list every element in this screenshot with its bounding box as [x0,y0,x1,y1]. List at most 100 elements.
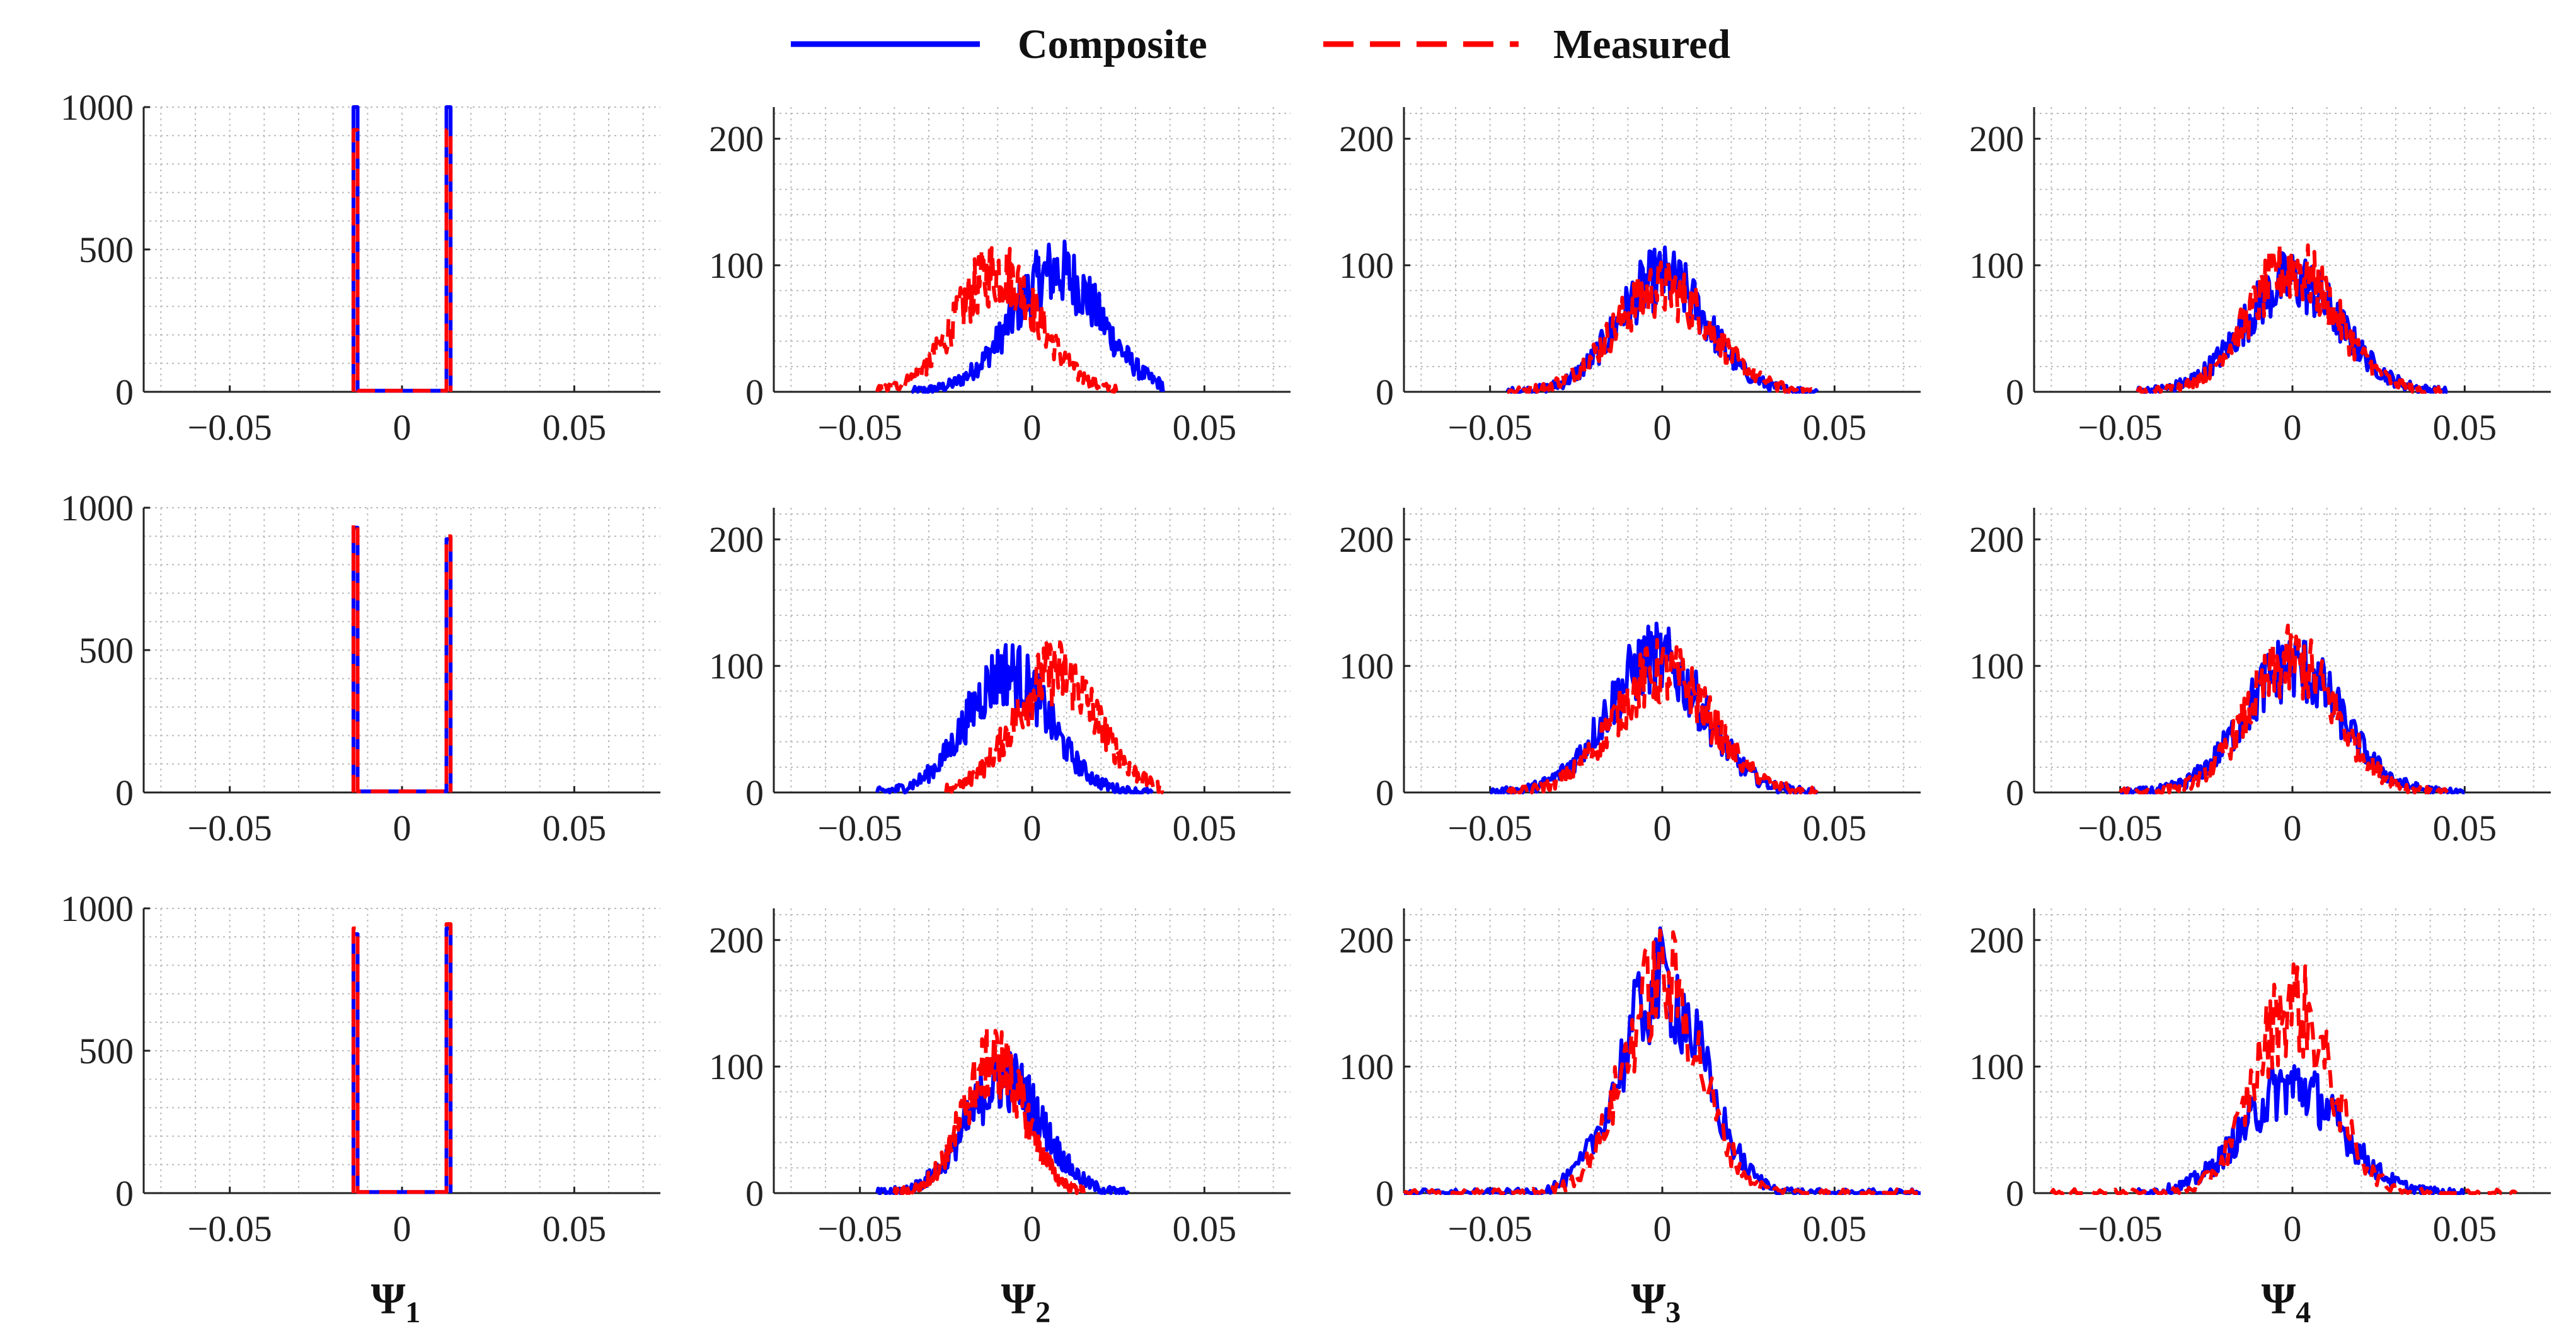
x-axis-label-psi3: Ψ3 [1631,1275,1681,1329]
y-tick-label: 200 [1339,920,1394,961]
y-tick-label: 0 [115,772,134,813]
x-tick-label: 0 [2284,1208,2302,1249]
minor-grid [144,908,660,1193]
x-tick-label: −0.05 [2078,1208,2163,1249]
x-tick-label: −0.05 [2078,407,2163,448]
series-measured [944,640,1164,794]
series-measured [1507,259,1819,394]
series-composite [875,643,1154,794]
x-axis-label-psi4: Ψ4 [2262,1275,2311,1329]
minor-grid [2034,908,2551,1193]
x-tick-label: −0.05 [1448,808,1532,849]
x-tick-label: −0.05 [188,407,272,448]
series-composite [875,1051,1130,1195]
legend-label-composite: Composite [1018,21,1207,67]
x-tick-label: 0 [1653,1208,1672,1249]
x-tick-label: 0.05 [1173,808,1237,849]
x-tick-label: −0.05 [188,1208,272,1249]
minor-grid [144,507,660,792]
x-axis-labels-layer: Ψ1 Ψ2 Ψ3 Ψ4 [371,1275,2311,1329]
series-composite [1489,621,1818,794]
legend-label-measured: Measured [1553,21,1730,67]
minor-grid [144,106,660,392]
x-tick-label: 0.05 [2433,407,2497,448]
y-tick-label: 0 [1376,1173,1394,1214]
y-tick-label: 200 [1339,519,1394,560]
x-axis-label-psi2: Ψ2 [1001,1275,1051,1329]
x-tick-label: −0.05 [2078,808,2163,849]
y-tick-label: 1000 [60,87,134,128]
series-composite [911,239,1165,394]
y-tick-label: 100 [709,646,764,687]
x-tick-label: 0.05 [1803,1208,1867,1249]
x-tick-label: 0 [1653,808,1672,849]
panel-r1-c2: −0.05 0 0.05 0 100 200 [709,107,1291,448]
panel-r2-c3: −0.05 0 0.05 0 100 200 [1339,508,1921,849]
y-tick-label: 100 [1339,245,1394,286]
y-tick-label: 200 [1969,118,2024,159]
series-measured [351,128,453,393]
x-axis-label-psi1: Ψ1 [371,1275,421,1329]
y-tick-label: 200 [1969,519,2024,560]
series-measured [892,1025,1086,1195]
x-tick-label: −0.05 [818,1208,902,1249]
x-tick-label: 0 [1023,1208,1042,1249]
panel-r2-c1: −0.05 0 0.05 0 500 1000 [60,488,660,849]
x-tick-label: 0.05 [543,808,607,849]
y-tick-label: 200 [709,519,764,560]
x-tick-label: 0 [2284,407,2302,448]
series-composite [1404,926,1921,1195]
x-tick-label: 0 [1023,808,1042,849]
x-tick-label: 0.05 [1803,407,1867,448]
y-tick-label: 100 [1339,1046,1394,1087]
x-tick-label: 0 [393,407,411,448]
panel-r3-c3: −0.05 0 0.05 0 100 200 [1339,908,1921,1249]
x-tick-label: 0 [393,808,411,849]
minor-grid [2034,107,2551,392]
x-tick-label: 0.05 [1173,407,1237,448]
y-tick-label: 1000 [60,488,134,529]
x-tick-label: 0.05 [2433,1208,2497,1249]
y-tick-label: 0 [2006,1173,2024,1214]
x-tick-label: 0 [393,1208,411,1249]
y-tick-label: 100 [1969,646,2024,687]
y-tick-label: 100 [1339,646,1394,687]
y-tick-label: 100 [709,245,764,286]
y-tick-label: 0 [1376,772,1394,813]
x-tick-label: −0.05 [818,808,902,849]
y-tick-label: 100 [709,1046,764,1087]
minor-grid [1404,908,1921,1193]
y-tick-label: 200 [1339,118,1394,159]
x-tick-label: −0.05 [818,407,902,448]
x-tick-label: 0.05 [543,1208,607,1249]
x-tick-label: 0.05 [1803,808,1867,849]
y-tick-label: 500 [79,630,134,671]
x-tick-label: −0.05 [188,808,272,849]
y-tick-label: 500 [79,1031,134,1072]
minor-grid [2034,508,2551,792]
y-tick-label: 0 [745,772,764,813]
y-tick-label: 0 [115,1173,134,1214]
series-measured [1505,638,1819,794]
panel-r2-c4: −0.05 0 0.05 0 100 200 [1969,508,2551,849]
y-tick-label: 200 [709,118,764,159]
x-tick-label: 0 [1653,407,1672,448]
series-composite [1505,245,1819,394]
x-tick-label: 0 [2284,808,2302,849]
series-measured [2119,624,2449,794]
legend: Composite Measured [791,21,1730,67]
series-measured [351,922,453,1194]
y-tick-label: 200 [709,920,764,961]
x-tick-label: 0.05 [543,407,607,448]
x-tick-label: −0.05 [1448,407,1532,448]
series-measured [351,521,453,794]
minor-grid [1404,508,1921,792]
panel-r3-c1: −0.05 0 0.05 0 500 1000 [60,888,660,1249]
y-tick-label: 0 [2006,772,2024,813]
x-tick-label: 0 [1023,407,1042,448]
panel-r3-c4: −0.05 0 0.05 0 100 200 [1969,908,2551,1249]
y-tick-label: 100 [1969,245,2024,286]
y-tick-label: 100 [1969,1046,2024,1087]
panel-r1-c4: −0.05 0 0.05 0 100 200 [1969,107,2551,448]
